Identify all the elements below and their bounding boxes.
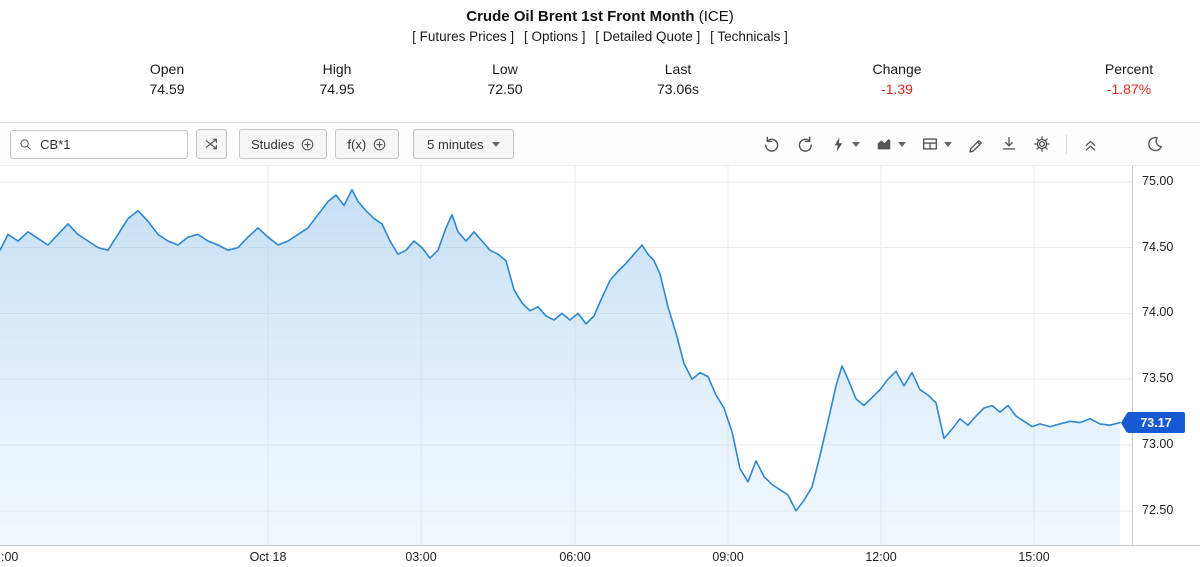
chevron-down-icon <box>491 141 500 147</box>
badge-arrow <box>1121 412 1127 433</box>
moon-icon <box>1148 136 1162 152</box>
settings-button[interactable] <box>1033 135 1051 153</box>
last-price-badge: 73.17 <box>1121 412 1185 434</box>
compare-icon <box>205 138 217 150</box>
chevron-down-icon <box>898 141 906 147</box>
add-circle-icon <box>302 138 314 150</box>
events-icon <box>834 136 843 152</box>
x-axis-label: :00 <box>1 550 19 564</box>
x-axis-label: 15:00 <box>1018 550 1050 564</box>
download-icon <box>1002 137 1016 150</box>
price-axis[interactable]: 73.17 75.00 74.50 74.00 73.50 73.00 72.50 <box>1121 166 1200 545</box>
link-options[interactable]: [ Options ] <box>523 29 586 44</box>
quote-value: 74.59 <box>149 81 185 97</box>
chevron-down-icon <box>944 141 952 147</box>
toolbar-icon-group <box>762 134 1164 154</box>
quote-last: Last 73.06s <box>657 61 699 98</box>
time-axis[interactable]: :00 Oct 18 03:00 06:00 09:00 12:00 15:00 <box>0 545 1200 567</box>
chevron-down-icon <box>852 141 860 147</box>
quote-label: Last <box>664 61 692 77</box>
studies-label: Studies <box>251 136 295 152</box>
instrument-name: Crude Oil Brent 1st Front Month <box>466 8 695 25</box>
page-title: Crude Oil Brent 1st Front Month (ICE) <box>0 0 1200 25</box>
y-axis-label: 73.00 <box>1142 436 1174 451</box>
x-axis-label: 12:00 <box>865 550 897 564</box>
link-detailed-quote[interactable]: [ Detailed Quote ] <box>595 29 701 44</box>
symbol-search[interactable] <box>10 129 188 159</box>
quote-value: 72.50 <box>487 81 523 97</box>
quote-label: Change <box>872 61 922 77</box>
quote-open: Open 74.59 <box>149 61 184 98</box>
quote-label: Percent <box>1104 61 1154 77</box>
quote-value: 74.95 <box>319 81 355 97</box>
chart-plot[interactable] <box>0 166 1132 545</box>
link-technicals[interactable]: [ Technicals ] <box>710 29 788 44</box>
y-axis-label: 75.00 <box>1142 173 1174 188</box>
collapse-icon <box>1085 140 1096 151</box>
settings-icon <box>1034 136 1050 152</box>
quote-value: 73.06s <box>656 81 700 97</box>
redo-button[interactable] <box>796 135 815 154</box>
price-chart[interactable] <box>0 166 1132 545</box>
layout-icon <box>923 138 937 150</box>
quote-label: High <box>322 61 352 77</box>
y-axis-label: 72.50 <box>1142 502 1174 517</box>
quote-label: Low <box>492 61 518 77</box>
link-futures-prices[interactable]: [ Futures Prices ] <box>412 29 515 44</box>
events-button[interactable] <box>830 136 860 153</box>
last-price-label: 73.17 <box>1140 415 1172 430</box>
quote-value-negative: -1.39 <box>881 81 913 97</box>
quote-high: High 74.95 <box>319 61 354 98</box>
interval-dropdown[interactable]: 5 minutes <box>413 129 514 159</box>
chart-type-button[interactable] <box>875 135 906 153</box>
symbol-input[interactable] <box>38 135 179 153</box>
functions-label: f(x) <box>347 136 367 152</box>
x-axis-label: Oct 18 <box>249 550 287 564</box>
quote-value-negative: -1.87% <box>1106 81 1152 97</box>
y-axis-label: 73.50 <box>1142 371 1174 386</box>
quote-header: Crude Oil Brent 1st Front Month (ICE) [ … <box>0 0 1200 122</box>
quote-label: Open <box>149 61 185 77</box>
chart-toolbar: Studies f(x) 5 minutes <box>0 122 1200 166</box>
search-icon <box>20 138 32 150</box>
y-axis-label: 74.50 <box>1142 239 1174 254</box>
undo-icon <box>765 136 779 152</box>
quote-low: Low 72.50 <box>487 61 522 98</box>
theme-toggle-button[interactable] <box>1146 135 1164 153</box>
quote-change: Change -1.39 <box>872 61 921 98</box>
quote-percent: Percent -1.87% <box>1105 61 1153 98</box>
draw-button[interactable] <box>967 135 985 153</box>
add-circle-icon <box>373 138 386 150</box>
chart-type-icon <box>877 139 891 150</box>
y-axis-label: 74.00 <box>1142 305 1174 320</box>
draw-icon <box>969 139 982 153</box>
undo-button[interactable] <box>762 135 781 154</box>
x-axis-label: 03:00 <box>405 550 437 564</box>
compare-button[interactable] <box>196 129 227 159</box>
functions-button[interactable]: f(x) <box>335 129 400 159</box>
redo-icon <box>798 136 812 152</box>
x-axis-label: 09:00 <box>712 550 744 564</box>
interval-label: 5 minutes <box>427 136 484 152</box>
studies-button[interactable]: Studies <box>239 129 328 159</box>
download-button[interactable] <box>1000 135 1018 153</box>
layout-button[interactable] <box>921 135 952 153</box>
toolbar-divider <box>1066 134 1067 154</box>
exchange-suffix: (ICE) <box>694 8 734 25</box>
collapse-toolbar-button[interactable] <box>1082 136 1099 153</box>
x-axis-label: 06:00 <box>559 550 591 564</box>
quote-links: [ Futures Prices ] [ Options ] [ Detaile… <box>0 29 1200 44</box>
